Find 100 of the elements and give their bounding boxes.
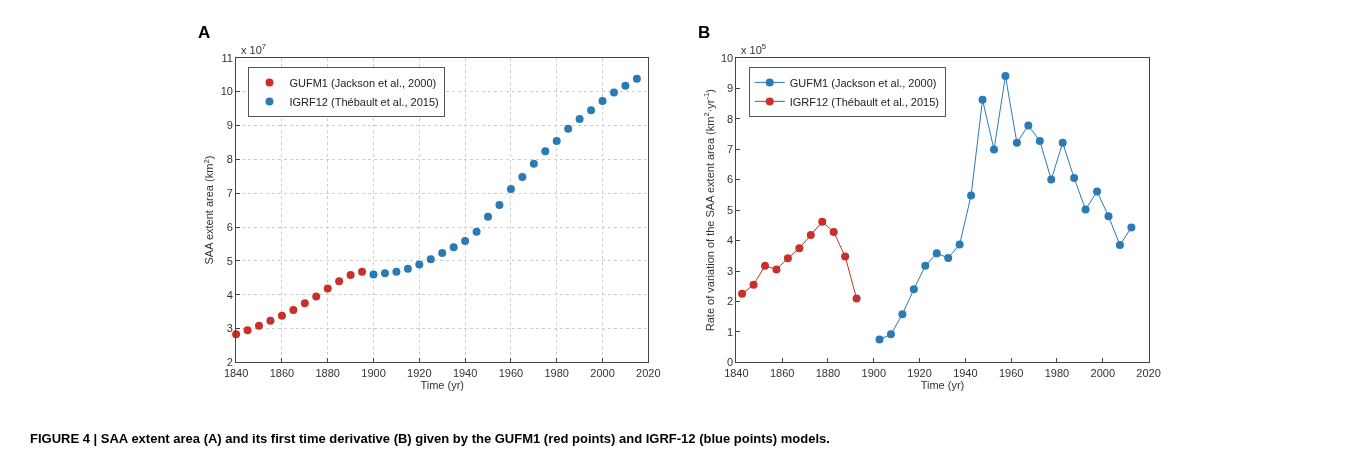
point — [529, 159, 538, 168]
x-tick-label: 2000 — [1090, 366, 1116, 379]
text: x 10$^{5}$ — [741, 42, 767, 56]
y-tick-label: 9 — [226, 119, 233, 132]
point — [552, 137, 561, 146]
point — [461, 236, 470, 245]
x-tick-label: 2020 — [636, 366, 661, 379]
point — [772, 265, 781, 274]
point — [829, 228, 838, 237]
point — [415, 260, 424, 269]
point — [449, 243, 458, 252]
y-tick-label: 3 — [226, 322, 233, 335]
point — [898, 310, 907, 319]
x-tick-label: 1960 — [998, 366, 1024, 379]
point — [541, 147, 550, 156]
x-tick-label: 1980 — [1044, 366, 1070, 379]
y-tick-label: 2 — [727, 295, 734, 308]
point — [783, 254, 792, 263]
x-tick-label: 1880 — [815, 366, 841, 379]
y-tick-label: 6 — [727, 173, 734, 186]
point — [506, 185, 515, 194]
y-tick-label: 5 — [727, 203, 734, 216]
y-tick-label: 10 — [720, 51, 734, 64]
point — [632, 74, 641, 83]
point — [277, 311, 286, 320]
point — [266, 316, 275, 325]
point — [312, 292, 321, 301]
point — [738, 289, 747, 298]
point — [609, 88, 618, 97]
point — [1012, 138, 1021, 147]
y-tick-label: 8 — [226, 153, 233, 166]
y-tick-label: 4 — [226, 288, 233, 301]
point — [518, 172, 527, 181]
x-axis-title: Time (yr) — [920, 378, 965, 391]
x-tick-label: 1960 — [498, 366, 524, 379]
legend-label: IGRF12 (Thébault et al., 2015) — [789, 95, 939, 108]
point — [1024, 121, 1033, 130]
point — [1058, 138, 1067, 147]
point — [243, 326, 252, 335]
caption: FIGURE 4 | SAA extent area (A) and its first time derivative (B) given by the GUFM1 (red points) and IGRF-12 (blue points) models. — [30, 431, 830, 446]
point — [761, 261, 769, 270]
legend-label: GUFM1 (Jackson et al., 2000) — [289, 76, 437, 89]
point — [886, 330, 895, 339]
point — [323, 284, 332, 293]
point — [1001, 72, 1010, 81]
x-tick-label: 1980 — [544, 366, 569, 379]
point — [932, 249, 941, 258]
y-tick-label: 6 — [226, 220, 233, 233]
x-axis-title: Time (yr) — [420, 378, 465, 391]
point — [841, 252, 850, 261]
legend-label: GUFM1 (Jackson et al., 2000) — [789, 76, 937, 89]
y-tick-label: 4 — [727, 234, 734, 247]
x-tick-label: 1920 — [907, 366, 932, 379]
point — [484, 212, 493, 221]
point — [335, 277, 344, 286]
point — [598, 97, 607, 106]
point — [1070, 174, 1079, 183]
point — [472, 227, 481, 236]
point — [495, 201, 504, 209]
y-tick-label: 7 — [727, 143, 734, 155]
y-tick-label: 11 — [221, 51, 233, 64]
point — [1093, 187, 1102, 196]
point — [380, 269, 389, 278]
point — [1104, 212, 1113, 221]
point — [369, 270, 378, 279]
x-tick-label: 1840 — [223, 366, 249, 379]
point — [1127, 223, 1136, 232]
y-tick-label: 10 — [220, 85, 233, 98]
x-tick-label: 2000 — [590, 366, 615, 379]
x-tick-label: 1860 — [269, 366, 295, 379]
point — [346, 271, 355, 280]
point — [990, 145, 998, 154]
point — [955, 240, 964, 249]
point — [944, 253, 953, 262]
point — [1081, 205, 1090, 214]
point — [426, 255, 435, 264]
point — [289, 305, 298, 314]
point — [564, 124, 573, 133]
point — [852, 294, 861, 303]
y-tick-label: 3 — [727, 264, 734, 277]
point — [392, 267, 401, 276]
y-tick-label: 5 — [226, 254, 233, 267]
text: x 10$^{7}$ — [241, 42, 267, 56]
chart-title: B — [698, 23, 711, 42]
point — [921, 261, 930, 270]
y-tick-label: 0 — [727, 356, 734, 369]
point — [749, 280, 758, 289]
point — [403, 264, 412, 273]
point — [875, 335, 884, 344]
x-tick-label: 2020 — [1136, 366, 1161, 379]
x-tick-label: 1900 — [861, 366, 886, 379]
y-tick-label: 7 — [226, 187, 233, 199]
point — [621, 81, 630, 90]
point — [358, 267, 367, 276]
point — [587, 106, 596, 115]
point — [806, 231, 815, 240]
y-tick-label: 9 — [727, 82, 734, 95]
point — [967, 191, 976, 200]
x-tick-label: 1940 — [953, 366, 978, 379]
point — [1115, 241, 1124, 250]
